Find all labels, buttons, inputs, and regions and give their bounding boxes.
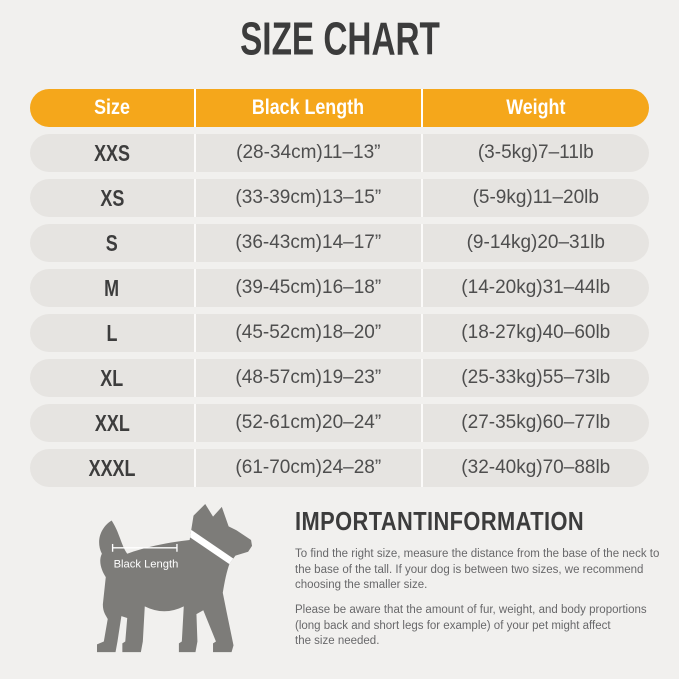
row-size-label: L bbox=[106, 319, 118, 346]
row-weight: (32-40kg)70–88lb bbox=[420, 449, 649, 487]
row-weight: (14-20kg)31–44lb bbox=[420, 269, 649, 307]
row-back-length: (33-39cm)13–15” bbox=[194, 179, 421, 217]
row-weight: (9-14kg)20–31lb bbox=[420, 224, 649, 262]
dog-silhouette-icon: Black Length bbox=[97, 503, 253, 653]
row-back-length: (36-43cm)14–17” bbox=[194, 224, 421, 262]
info-paragraph-1: To find the right size, measure the dist… bbox=[295, 548, 660, 592]
info-paragraph-2: Please be aware that the amount of fur, … bbox=[295, 603, 647, 648]
info-section: IMPORTANTINFORMATION To find the right s… bbox=[295, 508, 677, 659]
table-row: XL (48-57cm)19–23” (25-33kg)55–73lb bbox=[30, 359, 649, 397]
row-size-label: S bbox=[106, 229, 118, 256]
back-length-measure-line bbox=[111, 543, 178, 552]
row-size-label: XS bbox=[100, 184, 124, 211]
table-row: M (39-45cm)16–18” (14-20kg)31–44lb bbox=[30, 269, 649, 307]
row-weight: (5-9kg)11–20lb bbox=[420, 179, 649, 217]
row-size-label: XL bbox=[100, 364, 124, 391]
row-back-length: (61-70cm)24–28” bbox=[194, 449, 421, 487]
row-weight: (3-5kg)7–11lb bbox=[420, 134, 649, 172]
row-back-length: (39-45cm)16–18” bbox=[194, 269, 421, 307]
table-row: L (45-52cm)18–20” (18-27kg)40–60lb bbox=[30, 314, 649, 352]
row-back-length: (28-34cm)11–13” bbox=[194, 134, 421, 172]
row-weight: (27-35kg)60–77lb bbox=[420, 404, 649, 442]
row-back-length: (48-57cm)19–23” bbox=[194, 359, 421, 397]
row-weight: (18-27kg)40–60lb bbox=[420, 314, 649, 352]
table-row: S (36-43cm)14–17” (9-14kg)20–31lb bbox=[30, 224, 649, 262]
row-back-length: (52-61cm)20–24” bbox=[194, 404, 421, 442]
info-heading: IMPORTANTINFORMATION bbox=[295, 506, 585, 536]
row-size-label: XXL bbox=[94, 409, 130, 436]
header-cell-weight: Weight bbox=[420, 89, 649, 127]
row-back-length: (45-52cm)18–20” bbox=[194, 314, 421, 352]
page-title: SIZE CHART bbox=[239, 12, 440, 65]
header-cell-back-length: Black Length bbox=[194, 89, 421, 127]
row-size-label: XXS bbox=[94, 139, 130, 166]
dog-body bbox=[97, 503, 253, 653]
back-length-label: Black Length bbox=[114, 558, 179, 570]
table-row: XXXL (61-70cm)24–28” (32-40kg)70–88lb bbox=[30, 449, 649, 487]
table-row: XXL (52-61cm)20–24” (27-35kg)60–77lb bbox=[30, 404, 649, 442]
size-table: Size Black Length Weight XXS (28-34cm)11… bbox=[30, 89, 649, 494]
row-size-label: XXXL bbox=[88, 454, 136, 481]
row-size-label: M bbox=[104, 274, 120, 301]
row-weight: (25-33kg)55–73lb bbox=[420, 359, 649, 397]
size-table-body: XXS (28-34cm)11–13” (3-5kg)7–11lb XS (33… bbox=[30, 134, 649, 487]
dog-diagram: Black Length bbox=[92, 503, 258, 659]
table-header-row: Size Black Length Weight bbox=[30, 89, 649, 127]
table-row: XXS (28-34cm)11–13” (3-5kg)7–11lb bbox=[30, 134, 649, 172]
dog-collar bbox=[186, 529, 240, 569]
header-cell-size: Size bbox=[94, 96, 130, 119]
table-row: XS (33-39cm)13–15” (5-9kg)11–20lb bbox=[30, 179, 649, 217]
